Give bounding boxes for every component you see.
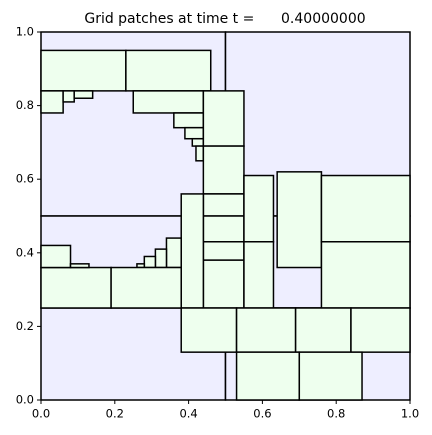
patch [320,174,411,243]
patch [180,193,205,309]
y-tick-label: 0.6 [16,172,34,186]
y-tick-label: 0.0 [16,393,34,407]
patch [143,255,157,269]
patch [40,49,127,92]
patch [276,171,323,269]
patch [184,126,205,140]
patch [202,215,245,243]
patch [62,90,75,103]
patch [243,174,275,243]
patch [173,112,205,129]
patch [202,193,245,217]
y-tick-label: 1.0 [16,25,34,39]
patch [180,307,238,353]
y-tick-label: 0.4 [16,245,34,259]
patch [73,90,94,99]
x-tick-label: 1.0 [401,407,419,421]
patch [350,307,411,353]
x-tick-label: 0.6 [253,407,271,421]
patch [320,241,411,309]
patch [69,263,90,269]
patch [132,90,205,114]
patch [165,237,182,269]
patch [243,241,275,309]
y-tick-label: 0.8 [16,98,34,112]
patch [154,248,168,269]
plot-frame [40,31,411,401]
patch [202,241,245,261]
chart-title: Grid patches at time t = 0.40000000 [84,11,365,27]
patch [202,259,245,309]
patch [202,90,245,147]
patch [40,266,112,309]
patch [235,307,297,353]
x-tick-label: 0.4 [179,407,197,421]
patch [125,49,212,92]
patch [40,244,72,269]
patch [191,137,205,147]
x-tick-label: 0.8 [327,407,345,421]
x-tick-label: 0.2 [106,407,124,421]
patch [40,90,64,114]
patch [110,266,182,309]
patch [235,351,301,401]
y-tick-label: 0.2 [16,319,34,333]
patch [298,351,363,401]
x-tick-label: 0.0 [32,407,50,421]
patch [202,145,245,195]
patch [195,145,205,162]
patch [294,307,352,353]
